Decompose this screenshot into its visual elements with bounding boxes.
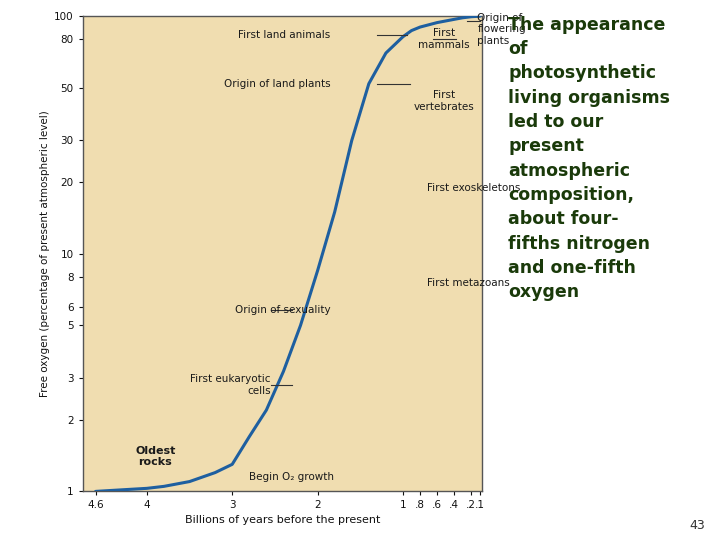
Text: First
mammals: First mammals: [418, 29, 469, 50]
X-axis label: Billions of years before the present: Billions of years before the present: [185, 515, 380, 524]
Text: 43: 43: [690, 519, 706, 532]
Text: First eukaryotic
cells: First eukaryotic cells: [190, 374, 271, 396]
Y-axis label: Free oxygen (percentage of present atmospheric level): Free oxygen (percentage of present atmos…: [40, 110, 50, 397]
Text: Begin O₂ growth: Begin O₂ growth: [250, 472, 335, 482]
Text: Oldest
rocks: Oldest rocks: [135, 446, 176, 468]
Text: First
vertebrates: First vertebrates: [413, 90, 474, 112]
Text: Origin of sexuality: Origin of sexuality: [235, 305, 330, 315]
Text: First metazoans: First metazoans: [427, 279, 510, 288]
Text: Origin of
flowering
plants: Origin of flowering plants: [477, 13, 526, 46]
Text: The appearance
of
photosynthetic
living organisms
led to our
present
atmospheric: The appearance of photosynthetic living …: [508, 16, 670, 301]
Text: First exoskeletons: First exoskeletons: [427, 183, 521, 193]
Text: Origin of land plants: Origin of land plants: [224, 79, 330, 89]
Text: First land animals: First land animals: [238, 30, 330, 40]
